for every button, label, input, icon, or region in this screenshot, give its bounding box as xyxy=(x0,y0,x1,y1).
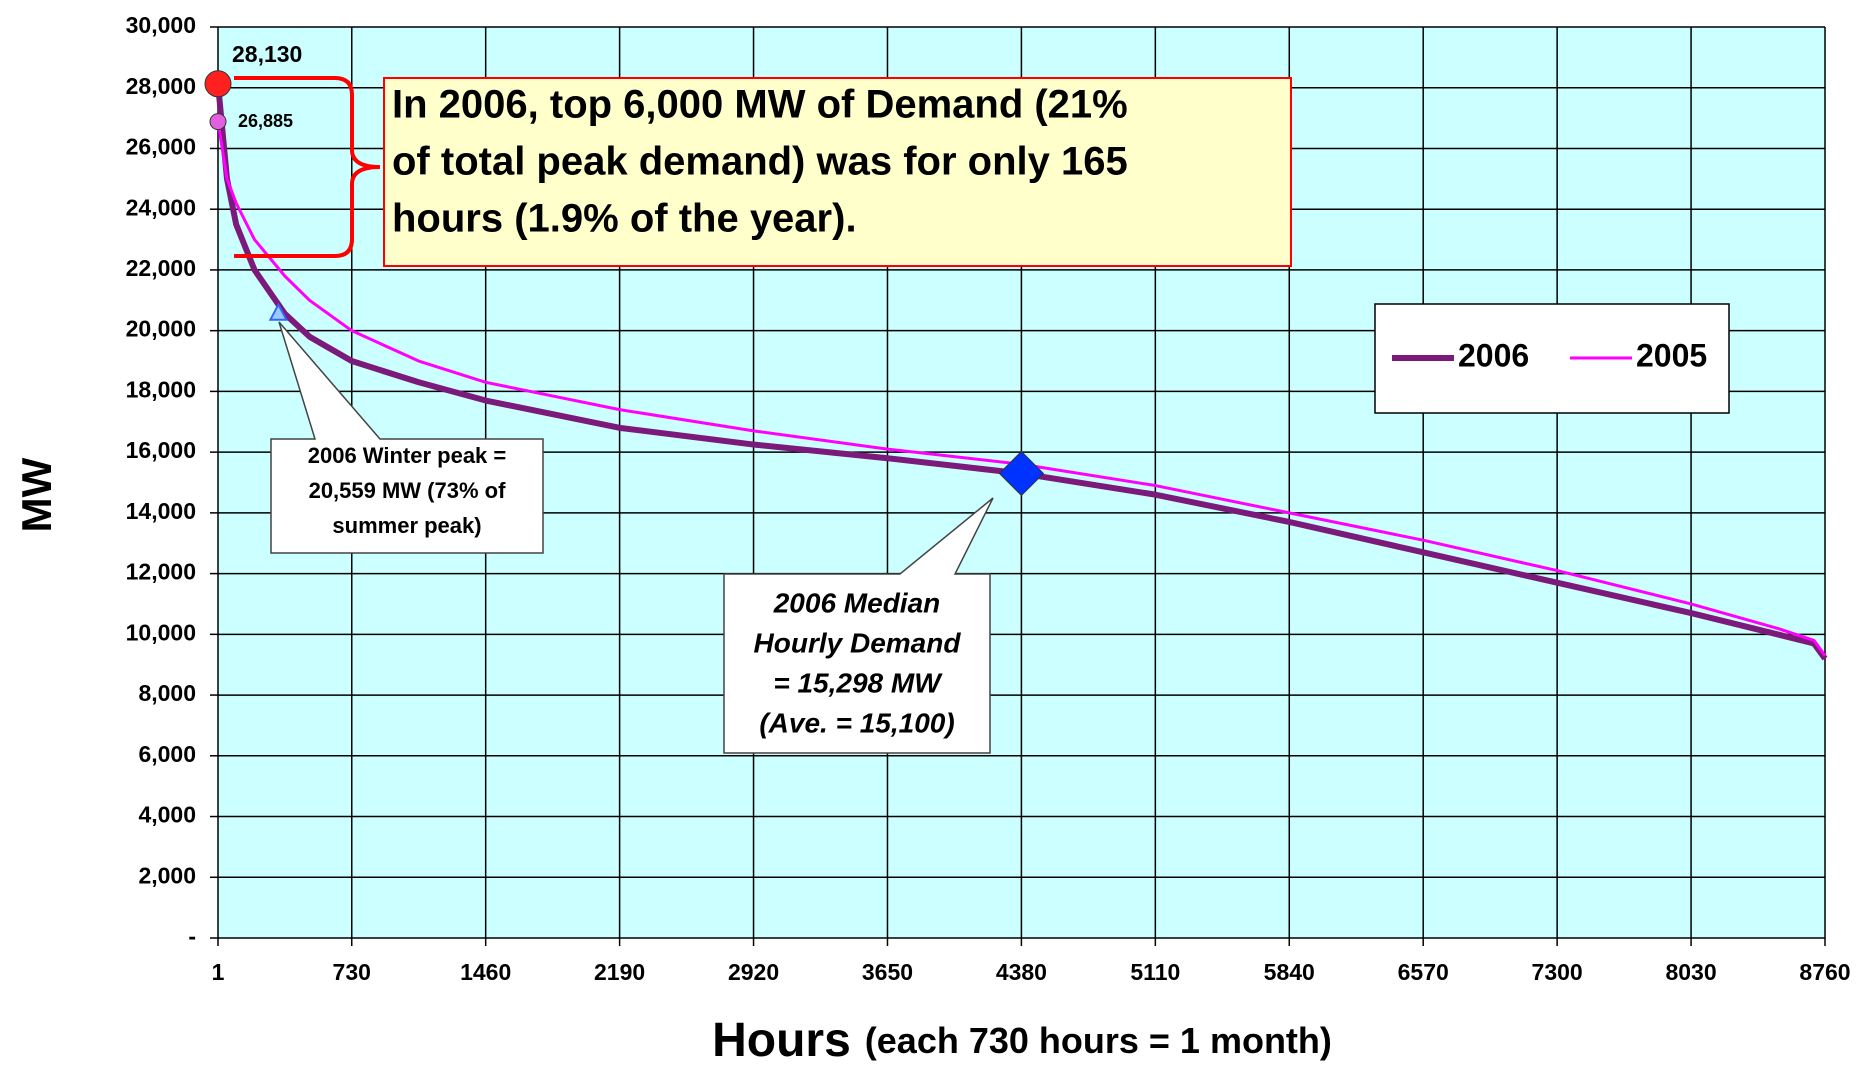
y-tick-label: 4,000 xyxy=(138,802,196,828)
x-tick-label: 7300 xyxy=(1532,959,1583,985)
x-tick-label: 6570 xyxy=(1398,959,1449,985)
marker xyxy=(204,70,232,98)
legend-items: 2006 2005 xyxy=(1392,337,1707,373)
x-tick-label: 5110 xyxy=(1130,959,1180,985)
median-text: (Ave. = 15,100) xyxy=(759,707,954,738)
marker xyxy=(209,113,227,131)
y-tick-label: 26,000 xyxy=(126,134,196,160)
x-axis-label: Hours (each 730 hours = 1 month) xyxy=(712,1014,1332,1066)
winter-text: 20,559 MW (73% of xyxy=(309,478,507,503)
y-tick-label: 8,000 xyxy=(138,680,196,706)
median-text: 2006 Median xyxy=(773,587,941,618)
callout-text: hours (1.9% of the year). xyxy=(392,197,857,241)
median-text: = 15,298 MW xyxy=(773,667,943,698)
x-tick-label: 5840 xyxy=(1264,959,1315,985)
y-tick-label: 10,000 xyxy=(126,619,196,645)
y-tick-label: 24,000 xyxy=(126,194,196,220)
y-tick-label: 22,000 xyxy=(126,255,196,281)
legend-label: 2006 xyxy=(1458,337,1529,373)
y-tick-label: 12,000 xyxy=(126,559,196,585)
median-text: Hourly Demand xyxy=(754,627,962,658)
legend-label: 2005 xyxy=(1636,337,1707,373)
median-callout xyxy=(723,497,994,754)
y-tick-label: 16,000 xyxy=(126,437,196,463)
peak-label: 28,130 xyxy=(232,41,302,67)
peak-label: 26,885 xyxy=(238,111,293,131)
winter-text: summer peak) xyxy=(332,513,481,538)
series-line xyxy=(216,121,1827,657)
x-tick-label: 3650 xyxy=(862,959,913,985)
x-tick-label: 4380 xyxy=(996,959,1047,985)
callout-text: In 2006, top 6,000 MW of Demand (21% xyxy=(392,83,1128,127)
y-tick-label: 20,000 xyxy=(126,316,196,342)
y-tick-label: 18,000 xyxy=(126,376,196,402)
x-tick-label: 2190 xyxy=(594,959,645,985)
x-tick-label: 1460 xyxy=(460,959,511,985)
callout-text: of total peak demand) was for only 165 xyxy=(392,140,1128,184)
y-tick-label: - xyxy=(188,923,196,949)
x-tick-label: 2920 xyxy=(728,959,779,985)
marker xyxy=(268,302,289,321)
winter-text: 2006 Winter peak = xyxy=(308,443,507,468)
y-tick-label: 14,000 xyxy=(126,498,196,524)
y-axis-label: MW xyxy=(13,457,60,532)
y-tick-label: 28,000 xyxy=(126,73,196,99)
brace xyxy=(234,76,381,258)
x-tick-label: 730 xyxy=(333,959,371,985)
x-tick-label: 8030 xyxy=(1665,959,1716,985)
markers xyxy=(204,70,1045,497)
y-tick-label: 2,000 xyxy=(138,862,196,888)
x-tick-label: 1 xyxy=(212,959,225,985)
y-tick-label: 6,000 xyxy=(138,741,196,767)
lines xyxy=(215,83,1828,661)
x-tick-label: 8760 xyxy=(1799,959,1850,985)
series-line xyxy=(215,83,1828,661)
y-tick-label: 30,000 xyxy=(126,12,196,38)
callout-box xyxy=(383,77,1292,267)
marker xyxy=(998,450,1045,497)
winter-callout xyxy=(270,321,544,554)
x-axis-note: (each 730 hours = 1 month) xyxy=(865,1020,1332,1061)
x-axis-title: Hours xyxy=(712,1014,851,1066)
